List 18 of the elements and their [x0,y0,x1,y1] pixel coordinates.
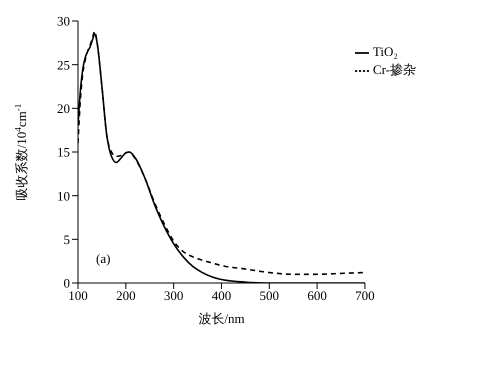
y-tick-label: 15 [57,144,70,160]
x-tick-label: 600 [307,288,327,304]
x-tick-label: 100 [68,288,88,304]
x-tick-label: 400 [212,288,232,304]
legend-label: TiO₂ [372,44,398,59]
y-tick-label: 10 [57,188,70,204]
x-axis-title: 波长/nm [198,311,245,326]
y-tick-label: 0 [64,276,70,291]
x-tick-label: 300 [164,288,184,304]
y-tick-label: 25 [57,57,70,72]
annotation: (a) [96,251,110,266]
y-tick-label: 20 [57,100,70,116]
x-tick-label: 500 [260,288,280,304]
x-tick-label: 700 [355,288,375,304]
y-tick-label: 30 [57,14,70,29]
y-tick-label: 5 [64,232,70,247]
x-tick-label: 200 [116,288,136,304]
legend-label: Cr-掺杂 [372,62,416,77]
